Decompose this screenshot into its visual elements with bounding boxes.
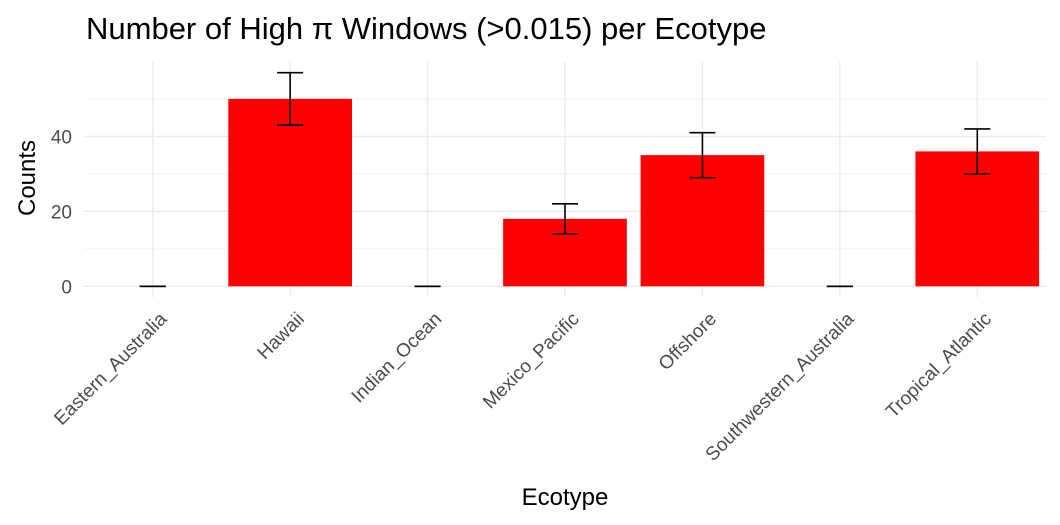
x-axis-title: Ecotype <box>522 484 609 511</box>
y-tick-label: 40 <box>51 127 72 148</box>
x-tick-label: Indian_Ocean <box>348 309 447 408</box>
x-tick-label: Southwestern_Australia <box>702 308 859 465</box>
bar-hawaii <box>228 98 352 287</box>
x-tick-label: Eastern_Australia <box>50 308 171 429</box>
y-tick-label: 20 <box>51 202 72 223</box>
x-tick-label: Hawaii <box>254 309 309 364</box>
y-tick-label: 0 <box>61 277 72 298</box>
error-bar <box>552 203 578 235</box>
error-bar <box>689 131 716 179</box>
y-axis-title: Counts <box>14 140 41 216</box>
x-tick-label: Mexico_Pacific <box>479 309 583 413</box>
error-bar <box>964 128 991 175</box>
error-bar <box>277 71 304 126</box>
chart-title: Number of High π Windows (>0.015) per Ec… <box>86 11 766 46</box>
y-tick-labels: 0 20 40 <box>51 127 72 298</box>
error-bars <box>139 71 991 288</box>
bars <box>228 98 1040 287</box>
x-tick-label: Offshore <box>655 309 721 375</box>
x-tick-label: Tropical_Atlantic <box>882 309 996 423</box>
x-tick-labels: Eastern_Australia Hawaii Indian_Ocean Mexic… <box>50 308 995 465</box>
